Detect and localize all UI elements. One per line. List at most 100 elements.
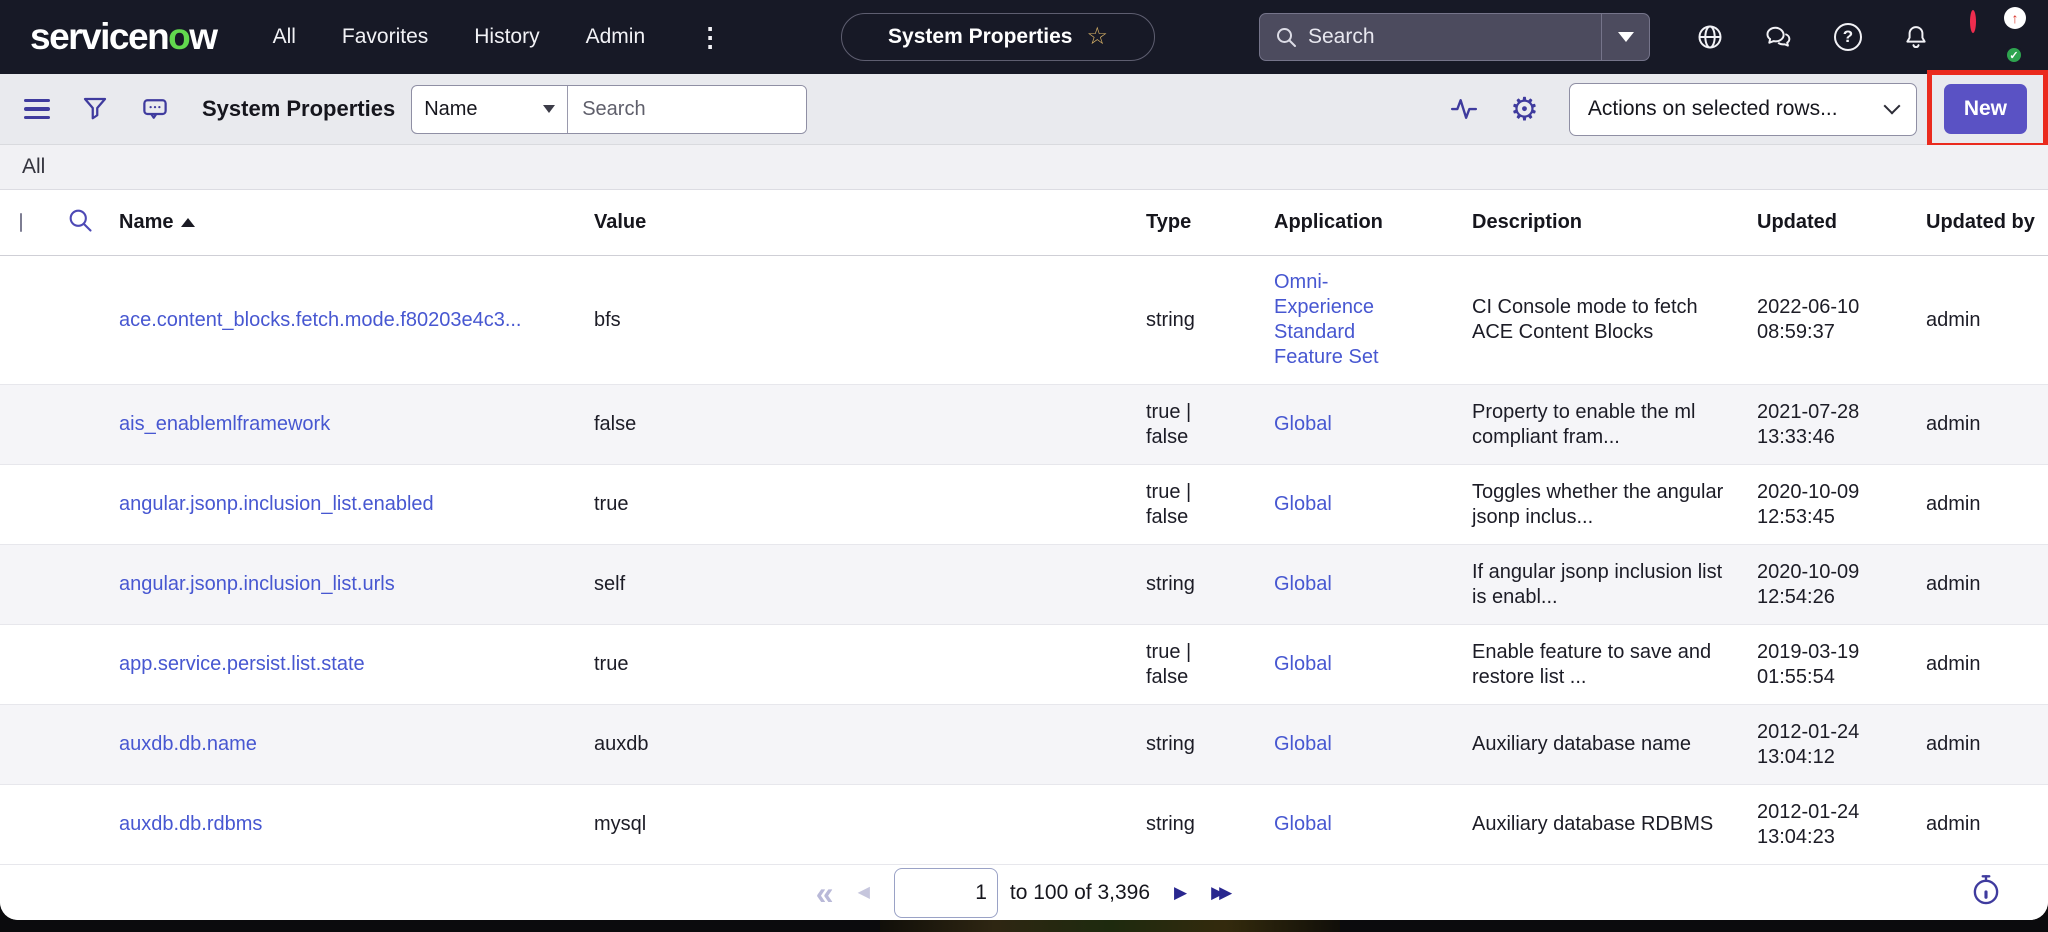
global-search-input[interactable]	[1298, 25, 1601, 49]
previous-page-button[interactable]: ◀	[857, 883, 870, 901]
column-header-description[interactable]: Description	[1472, 211, 1757, 234]
comments-bubble-icon[interactable]	[140, 94, 170, 124]
global-search	[1259, 13, 1650, 61]
value-cell: bfs	[594, 308, 621, 331]
table-row: ace.content_blocks.fetch.mode.f80203e4c3…	[0, 256, 2048, 385]
favorite-star-icon[interactable]: ☆	[1086, 23, 1108, 50]
property-name-link[interactable]: angular.jsonp.inclusion_list.enabled	[119, 493, 434, 515]
table-row: ais_enablemlframework false true | false…	[0, 385, 2048, 465]
nav-item-admin[interactable]: Admin	[585, 25, 646, 48]
value-cell: mysql	[594, 813, 647, 835]
updated-cell: 2012-01-24 13:04:23	[1757, 800, 1860, 848]
application-link[interactable]: Omni-Experience Standard Feature Set	[1274, 271, 1379, 368]
breadcrumb: All	[0, 145, 2048, 190]
application-link[interactable]: Global	[1274, 813, 1332, 835]
property-name-link[interactable]: ais_enablemlframework	[119, 413, 331, 435]
updated-by-cell: admin	[1926, 493, 1981, 515]
type-cell: true | false	[1146, 400, 1192, 448]
settings-gear-icon[interactable]: ⚙	[1510, 91, 1539, 127]
nav-item-all[interactable]: All	[272, 25, 296, 48]
column-header-application[interactable]: Application	[1274, 211, 1472, 234]
column-search-toggle[interactable]	[66, 206, 119, 239]
type-cell: true | false	[1146, 640, 1192, 688]
column-label: Updated by	[1926, 211, 2035, 233]
logo-green-o: o	[168, 16, 191, 57]
pinned-tab-system-properties[interactable]: System Properties ☆	[841, 13, 1155, 61]
property-name-link[interactable]: app.service.persist.list.state	[119, 653, 365, 675]
value-cell: true	[594, 653, 629, 675]
application-link[interactable]: Global	[1274, 653, 1332, 675]
nav-item-favorites[interactable]: Favorites	[341, 25, 429, 48]
property-name-link[interactable]: auxdb.db.rdbms	[119, 813, 263, 835]
breadcrumb-all[interactable]: All	[22, 155, 46, 178]
toolbar-right: ⚙ Actions on selected rows... New	[1448, 70, 2048, 148]
column-label: Value	[594, 211, 647, 233]
type-cell: string	[1146, 813, 1195, 835]
nav-item-history[interactable]: History	[474, 25, 540, 48]
filter-icon[interactable]	[80, 94, 110, 124]
type-cell: string	[1146, 733, 1195, 755]
response-time-clock-icon[interactable]	[1970, 873, 2002, 912]
application-link[interactable]: Global	[1274, 413, 1332, 435]
pinned-tab-label: System Properties	[888, 25, 1073, 48]
list-toolbar: System Properties Name ⚙ Actions on sele…	[0, 70, 2048, 148]
description-cell: Enable feature to save and restore list …	[1472, 640, 1712, 688]
table-header: Name Value Type Application Description …	[0, 190, 2048, 256]
next-page-button[interactable]: ▶	[1174, 883, 1188, 902]
list-search-control: Name	[411, 84, 808, 134]
more-options-kebab-icon[interactable]: ⋮	[697, 22, 724, 52]
search-icon	[69, 209, 92, 232]
user-avatar[interactable]: ↑ ✓	[1970, 7, 2026, 64]
application-link[interactable]: Global	[1274, 573, 1332, 595]
updated-by-cell: admin	[1926, 733, 1981, 755]
column-header-value[interactable]: Value	[594, 211, 1146, 234]
column-header-type[interactable]: Type	[1146, 211, 1274, 234]
column-label: Updated	[1757, 211, 1837, 233]
updated-by-cell: admin	[1926, 813, 1981, 835]
last-page-button[interactable]: ▶▶	[1211, 883, 1232, 902]
help-icon[interactable]: ?	[1834, 23, 1862, 51]
globe-icon[interactable]	[1696, 23, 1724, 51]
search-scope-dropdown[interactable]	[1601, 14, 1649, 60]
column-label: Description	[1472, 211, 1583, 233]
nav-utility-icons: ? ↑ ✓	[1696, 7, 2026, 64]
description-cell: Property to enable the ml compliant fram…	[1472, 400, 1696, 448]
property-name-link[interactable]: ace.content_blocks.fetch.mode.f80203e4c3…	[119, 308, 522, 331]
chat-icon[interactable]	[1764, 23, 1794, 51]
table-row: app.service.persist.list.state true true…	[0, 625, 2048, 705]
column-header-updated-by[interactable]: Updated by	[1926, 211, 2048, 234]
activity-stream-icon[interactable]	[1448, 94, 1480, 124]
updated-cell: 2012-01-24 13:04:12	[1757, 720, 1860, 768]
description-cell: Toggles whether the angular jsonp inclus…	[1472, 480, 1724, 528]
column-label: Name	[119, 211, 174, 233]
list-context-menu-icon[interactable]	[24, 98, 50, 120]
column-header-name[interactable]: Name	[119, 211, 594, 234]
value-cell: true	[594, 493, 629, 515]
logo-text-left: servicen	[30, 16, 170, 57]
application-link[interactable]: Global	[1274, 733, 1332, 755]
new-button[interactable]: New	[1943, 84, 2027, 134]
property-name-link[interactable]: angular.jsonp.inclusion_list.urls	[119, 573, 395, 595]
first-page-button[interactable]: «	[815, 874, 834, 911]
property-name-link[interactable]: auxdb.db.name	[119, 733, 257, 755]
select-all-checkbox[interactable]	[20, 212, 22, 232]
chevron-down-icon	[1617, 32, 1634, 42]
page-title: System Properties	[202, 96, 396, 121]
actions-dropdown[interactable]: Actions on selected rows...	[1568, 82, 1917, 136]
page-number-input[interactable]	[893, 867, 998, 918]
impersonation-arrow-badge: ↑	[2004, 7, 2026, 29]
servicenow-logo[interactable]: servicenow	[30, 16, 218, 58]
annotation-highlight-box: New	[1926, 70, 2048, 148]
application-link[interactable]: Global	[1274, 493, 1332, 515]
list-search-input[interactable]	[568, 85, 807, 133]
updated-by-cell: admin	[1926, 413, 1981, 435]
pagination: « ◀ to 100 of 3,396 ▶ ▶▶	[815, 867, 1232, 918]
notifications-bell-icon[interactable]	[1902, 23, 1930, 51]
updated-cell: 2020-10-09 12:54:26	[1757, 560, 1860, 608]
chevron-down-icon	[1883, 97, 1901, 115]
help-glyph: ?	[1842, 27, 1854, 46]
column-header-updated[interactable]: Updated	[1757, 211, 1926, 234]
search-field-select[interactable]: Name	[412, 85, 569, 133]
